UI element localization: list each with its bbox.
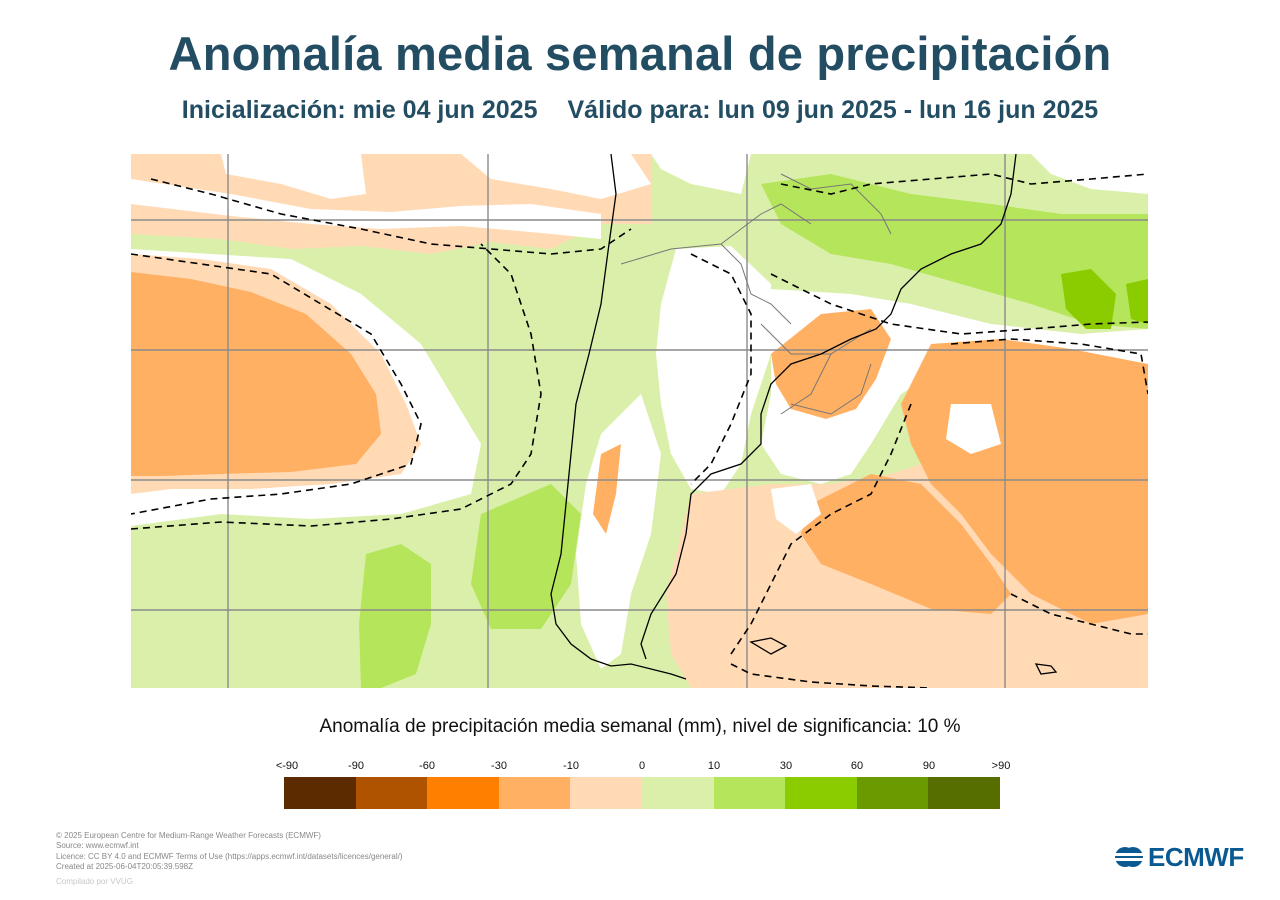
legend-title: Anomalía de precipitación media semanal … — [319, 716, 961, 737]
anomaly-area-top-white — [221, 154, 366, 199]
anomaly-area-west-orange — [131, 272, 381, 476]
anomaly-area-nw-white — [131, 179, 601, 239]
legend-tick-label: 10 — [707, 760, 721, 772]
legend-tick-label: <-90 — [275, 760, 299, 772]
copyright-text: © 2025 European Centre for Medium-Range … — [56, 831, 321, 840]
legend-tick-label: -10 — [563, 760, 579, 772]
coastline — [550, 154, 1058, 680]
ecmwf-logo-icon — [1114, 847, 1144, 867]
anomaly-area-atlantic-white-patch — [946, 404, 1001, 454]
legend-swatch — [785, 777, 857, 809]
legend-swatch — [355, 777, 428, 809]
anomaly-area-interior-white — [656, 246, 771, 494]
legend-swatch — [498, 777, 571, 809]
anomaly-area-ne-green — [761, 174, 1148, 329]
map-grid — [131, 154, 1148, 688]
anomaly-area-andes-orange — [593, 444, 621, 534]
country-borders — [620, 173, 892, 415]
anomaly-area-top-white-2 — [461, 154, 651, 199]
licence-text: Licence: CC BY 4.0 and ECMWF Terms of Us… — [56, 851, 403, 861]
created-text: Created at 2025-06-04T20:05:39.598Z — [56, 861, 193, 871]
anomaly-area-chile-green — [471, 484, 581, 629]
map-title: Anomalía media semanal de precipitación — [168, 27, 1112, 80]
valid-range: Válido para: lun 09 jun 2025 - lun 16 ju… — [567, 96, 1099, 124]
anomaly-area-uruguay-orange — [771, 309, 891, 419]
legend-colorbar — [284, 777, 1000, 809]
anomaly-area-pacific-green — [359, 544, 431, 688]
map-subtitle: Inicialización: mie 04 jun 2025 Válido pa… — [0, 96, 1280, 125]
init-date: Inicialización: mie 04 jun 2025 — [181, 96, 538, 124]
legend-tick-label: -90 — [348, 760, 364, 772]
ecmwf-logo[interactable]: ECMWF — [1114, 842, 1244, 872]
legend-swatch — [641, 777, 714, 809]
legend-ticks: <-90 -90 -60 -30 -10 0 10 30 60 90 >90 — [0, 760, 1280, 774]
legend-tick-label: 0 — [638, 760, 646, 772]
legend-swatch — [856, 777, 929, 809]
legend-tick-label: -30 — [491, 760, 507, 772]
anomaly-area-ne-darkgreen-2 — [1126, 279, 1148, 324]
anomaly-area-top-white-4 — [1031, 154, 1148, 194]
legend-swatch — [570, 777, 642, 809]
legend-swatch — [284, 777, 356, 809]
legend-tick-label: 60 — [850, 760, 864, 772]
map-canvas — [131, 154, 1148, 688]
credits: © 2025 European Centre for Medium-Range … — [56, 831, 403, 887]
compiled-text: Compilado por VVUG — [56, 877, 133, 887]
precipitation-anomaly-map[interactable] — [131, 154, 1148, 688]
legend-tick-label: 30 — [779, 760, 793, 772]
significance-contours — [131, 173, 1148, 688]
anomaly-area-coast-white — [771, 484, 821, 534]
legend-swatch — [928, 777, 1000, 809]
legend-swatch — [713, 777, 786, 809]
anomaly-area-patagonia-white — [576, 394, 661, 669]
anomaly-area-south-atlantic-orange — [801, 474, 1011, 614]
source-text: Source: www.ecmwf.int — [56, 841, 139, 851]
legend-tick-label: -60 — [419, 760, 435, 772]
legend-tick-label: >90 — [991, 760, 1011, 772]
legend-tick-label: 90 — [922, 760, 936, 772]
legend-swatch — [427, 777, 499, 809]
ecmwf-logo-text: ECMWF — [1148, 841, 1244, 872]
anomaly-area-ne-darkgreen — [1061, 269, 1116, 329]
anomaly-area-top-white-3 — [651, 154, 751, 194]
